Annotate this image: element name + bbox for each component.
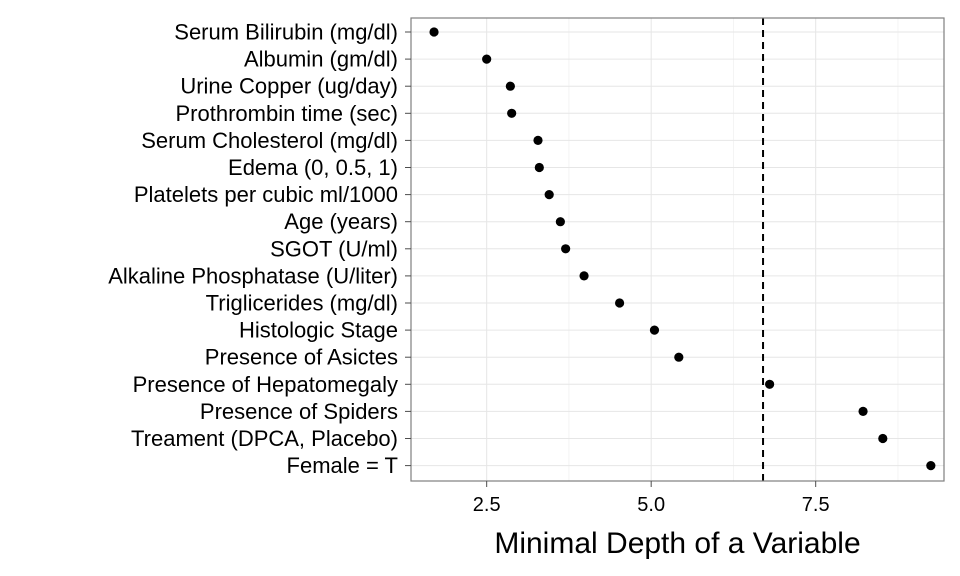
y-tick-label: Albumin (gm/dl) [244, 47, 398, 72]
data-point [765, 379, 775, 389]
data-point [534, 162, 544, 173]
y-tick-label: Urine Copper (ug/day) [180, 74, 398, 99]
x-tick-label: 2.5 [473, 494, 501, 516]
data-point [579, 271, 589, 281]
y-tick-label: Presence of Spiders [200, 399, 398, 424]
data-point [544, 190, 554, 200]
data-points [429, 27, 936, 471]
y-tick-label: Platelets per cubic ml/1000 [134, 182, 398, 207]
y-tick-label: Serum Bilirubin (mg/dl) [174, 20, 398, 45]
data-point [858, 406, 868, 416]
data-point [507, 108, 517, 118]
y-tick-label: Histologic Stage [239, 318, 398, 343]
data-point [555, 217, 565, 227]
data-point [926, 461, 936, 471]
y-tick-label: SGOT (U/ml) [270, 236, 398, 261]
y-tick-label: Serum Cholesterol (mg/dl) [141, 128, 398, 153]
plot-border [410, 17, 945, 482]
y-tick-label: Age (years) [284, 209, 398, 234]
y-tick-label: Female = T [287, 453, 398, 478]
data-point [674, 352, 684, 362]
data-point [482, 54, 492, 64]
x-tick-label: 5.0 [637, 494, 665, 516]
data-point [429, 27, 439, 37]
y-tick-label: Prothrombin time (sec) [175, 101, 398, 126]
data-point [878, 433, 888, 444]
data-point [614, 298, 625, 308]
y-tick-label: Alkaline Phosphatase (U/liter) [108, 263, 398, 288]
data-point [649, 325, 660, 335]
plot-background [411, 18, 944, 481]
y-tick-label: Triglicerides (mg/dl) [206, 291, 398, 316]
data-point [505, 81, 515, 91]
y-axis: Serum Bilirubin (mg/dl)Albumin (gm/dl)Ur… [108, 20, 411, 478]
data-point [561, 244, 571, 254]
x-axis: 2.5 5.0 7.5 [473, 481, 830, 516]
y-tick-label: Treament (DPCA, Placebo) [131, 426, 398, 451]
grid-lines [411, 18, 944, 481]
data-point [533, 135, 543, 145]
x-axis-title: Minimal Depth of a Variable [494, 527, 860, 560]
y-tick-label: Presence of Hepatomegaly [133, 372, 398, 397]
y-tick-label: Edema (0, 0.5, 1) [228, 155, 398, 180]
y-tick-label: Presence of Asictes [205, 345, 398, 370]
x-tick-label: 7.5 [802, 494, 830, 516]
